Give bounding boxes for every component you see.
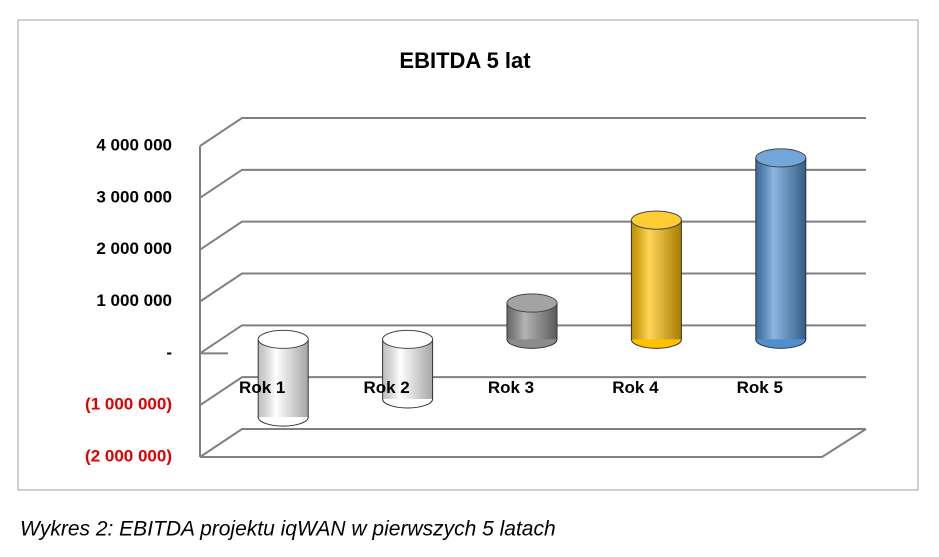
cylinder-top-shade [258,330,309,349]
y-tick-label: 2 000 000 [96,239,172,258]
cylinder-top-shade [507,294,557,313]
y-tick-label: (2 000 000) [85,446,172,465]
cylinder [755,148,807,349]
cylinder [382,329,434,409]
cylinder-side [257,339,309,418]
cylinder-side [630,220,682,340]
cylinder-top [630,210,682,230]
bar-shade [755,157,806,340]
cylinder-top [755,148,807,168]
grid-line [199,376,866,406]
grid-line [199,428,866,458]
y-tick-label: 3 000 000 [96,187,172,206]
bar-shade [631,220,682,340]
bar-shade [382,339,433,399]
cylinder-top-shade [631,211,682,230]
grid-line [199,117,866,147]
x-tick-label: Rok 4 [612,378,659,397]
x-tick-label: Rok 5 [737,378,783,397]
y-tick-label: (1 000 000) [85,395,172,414]
cylinder-top [382,329,434,349]
cylinder [630,210,682,349]
cylinder-side [506,303,558,340]
y-tick-label: 4 000 000 [96,135,172,154]
cylinder-top [257,329,309,349]
cylinder-side [755,157,807,340]
bar-shade [258,339,309,418]
grid-line [199,168,866,199]
x-tick-label: Rok 3 [488,378,534,397]
plot: 4 000 000 3 000 000 2 000 000 1 000 000 - (1 … [85,117,867,465]
cylinder-top-shade [382,330,433,349]
y-tick-label: 1 000 000 [96,291,172,310]
y-tick-label: - [166,343,172,362]
caption: Wykres 2: EBITDA projektu iqWAN w pierws… [20,518,556,541]
x-tick-label: Rok 2 [363,378,409,397]
cylinder [506,293,558,349]
cylinder-top [506,293,558,313]
cylinder-top-shade [755,148,806,167]
cylinder-side [382,339,434,399]
chart-title: EBITDA 5 lat [399,48,531,73]
floor-edge [200,428,867,458]
cylinder [257,329,309,427]
x-tick-label: Rok 1 [239,378,285,397]
